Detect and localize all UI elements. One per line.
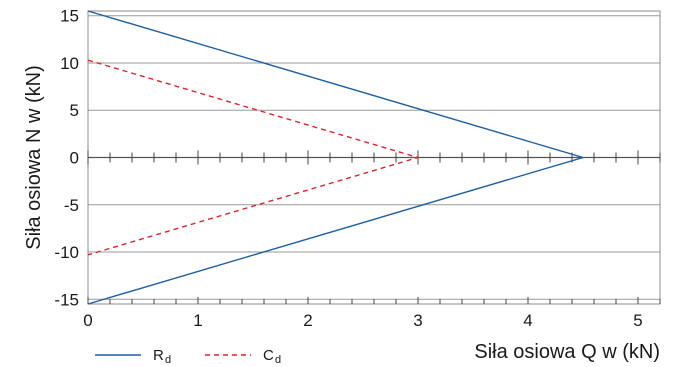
y-tick-label: -5 [64,196,79,215]
x-tick-label: 1 [193,311,202,330]
legend-subscript-Cd: d [275,354,281,366]
x-tick-label: 5 [633,311,642,330]
y-tick-label: 10 [60,54,79,73]
x-tick-label: 4 [523,311,532,330]
x-tick-label: 2 [303,311,312,330]
x-tick-label: 0 [83,311,92,330]
y-tick-labels: 15 10 5 0 -5 -10 -15 [54,7,79,310]
x-axis-title: Siła osiowa Q w (kN) [474,341,660,363]
minor-ticks [87,150,661,304]
y-tick-label: 0 [70,149,79,168]
legend-label-Cd: C [263,347,274,364]
y-axis-title: Siła osiowa N w (kN) [23,65,45,249]
series-layer [87,10,586,305]
legend-subscript-Rd: d [165,354,171,366]
gridlines [88,15,660,300]
x-tick-labels: 0 1 2 3 4 5 [83,311,642,330]
series-line-Cd [87,59,421,256]
series-line-Rd [87,10,586,305]
legend-label-Rd: R [153,347,164,364]
y-tick-label: 15 [60,7,79,26]
y-tick-label: -10 [54,243,79,262]
y-tick-label: 5 [70,101,79,120]
x-tick-label: 3 [413,311,422,330]
y-tick-label: -15 [54,290,79,309]
